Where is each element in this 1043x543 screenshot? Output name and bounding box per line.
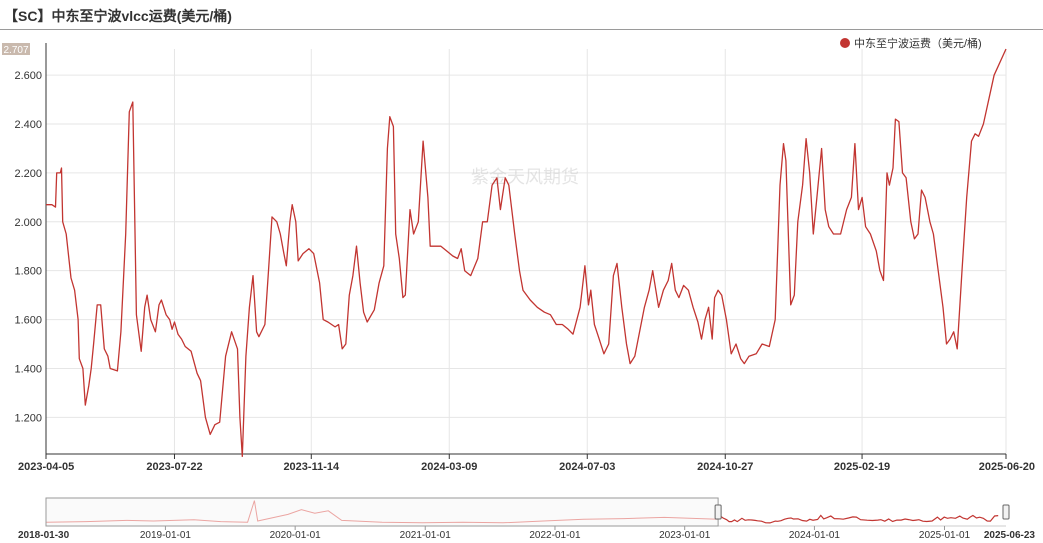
axes — [45, 43, 1006, 455]
navigator-tick-label: 2025-01-01 — [919, 530, 971, 541]
navigator-end-label: 2025-06-23 — [984, 530, 1036, 541]
legend-marker — [840, 38, 850, 48]
navigator-tick-label: 2020-01-01 — [270, 530, 322, 541]
navigator-tick-label: 2024-01-01 — [789, 530, 841, 541]
x-tick-label: 2025-02-19 — [834, 461, 890, 473]
x-tick-label: 2024-03-09 — [421, 461, 477, 473]
x-tick-label: 2023-04-05 — [18, 461, 74, 473]
y-tick-label: 2.400 — [14, 119, 42, 131]
navigator-tick-label: 2023-01-01 — [659, 530, 711, 541]
series-layer — [46, 48, 1007, 458]
y-tick-label: 2.000 — [14, 217, 42, 229]
x-tick-label: 2023-07-22 — [146, 461, 202, 473]
title-divider — [0, 29, 1043, 30]
x-tick-label: 2024-07-03 — [559, 461, 615, 473]
y-max-badge — [2, 43, 30, 55]
chart-title: 【SC】中东至宁波vlcc运费(美元/桶) — [4, 8, 232, 24]
watermark: 紫金天风期货 — [471, 167, 579, 187]
legend[interactable]: 中东至宁波运费（美元/桶) — [840, 36, 982, 50]
navigator-history-line — [45, 500, 719, 524]
x-tick-label: 2024-10-27 — [697, 461, 753, 473]
navigator-tick-label: 2019-01-01 — [140, 530, 192, 541]
navigator[interactable]: 2019-01-01 2020-01-01 2021-01-01 2022-01-01… — [18, 497, 1036, 541]
x-tick-label: 2025-06-20 — [979, 461, 1035, 473]
navigator-start-label: 2018-01-30 — [18, 530, 70, 541]
y-tick-label: 1.600 — [14, 315, 42, 327]
y-axis-ticks: 1.200 1.400 1.600 1.800 2.000 2.200 2.400 2.600… — [2, 43, 42, 424]
y-max-label: 2.707 — [3, 45, 28, 56]
navigator-tick-label: 2022-01-01 — [529, 530, 581, 541]
navigator-tick-label: 2021-01-01 — [400, 530, 452, 541]
x-axis-ticks: 2023-04-05 2023-07-22 2023-11-14 2024-03-09… — [18, 454, 1035, 473]
series-line — [46, 48, 1007, 458]
navigator-right-handle[interactable] — [1002, 504, 1010, 520]
grid-lines — [45, 49, 1007, 454]
x-tick-label: 2023-11-14 — [283, 461, 340, 473]
y-tick-label: 1.200 — [14, 412, 42, 424]
navigator-selected-line — [717, 514, 999, 524]
legend-label: 中东至宁波运费（美元/桶) — [854, 36, 982, 50]
y-tick-label: 2.200 — [14, 168, 42, 180]
navigator-window[interactable] — [45, 497, 719, 527]
y-tick-label: 2.600 — [14, 70, 42, 82]
navigator-left-handle[interactable] — [714, 504, 722, 520]
y-tick-label: 1.800 — [14, 266, 42, 278]
y-tick-label: 1.400 — [14, 363, 42, 375]
